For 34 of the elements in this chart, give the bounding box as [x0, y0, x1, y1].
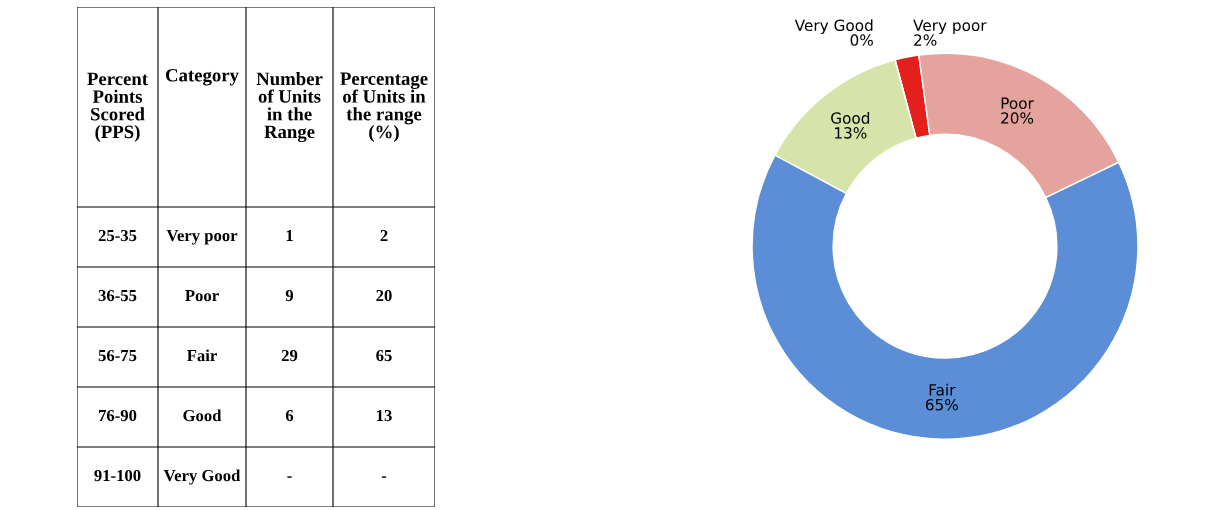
text: 65 — [376, 349, 392, 362]
text: 2 — [380, 229, 388, 242]
data-label: 20% — [1001, 112, 1034, 124]
text: 29 — [281, 349, 298, 362]
text: Good — [183, 409, 222, 422]
text: 36-55 — [98, 289, 137, 302]
data-label: 13% — [835, 127, 867, 139]
data-label: 65% — [925, 398, 958, 411]
data-label: 2% — [914, 34, 937, 46]
text: - — [287, 476, 292, 478]
text: 13 — [377, 409, 392, 422]
text: Fair — [187, 349, 217, 362]
text: 25-35 — [98, 229, 137, 242]
text: 76-90 — [99, 409, 137, 422]
text: 0% — [850, 34, 873, 46]
text: 20 — [376, 289, 392, 302]
category-label: Percent Points Scored (PPS) — [87, 72, 148, 142]
text: 1 — [286, 230, 293, 242]
category-label: Category — [165, 68, 239, 86]
slice-label: Very poor — [913, 19, 987, 35]
text: Very poor — [166, 230, 238, 245]
text: 6 — [285, 409, 294, 422]
text: Very Good — [163, 469, 241, 485]
text: - — [381, 476, 387, 478]
category-label: Percentage of Units in the range (%) — [340, 72, 428, 143]
text: 9 — [285, 289, 294, 302]
category-label: Number of Units in the Range — [256, 71, 323, 143]
text: Poor — [185, 290, 219, 302]
text: 91-100 — [94, 469, 141, 482]
slice-label: Poor — [1001, 97, 1034, 109]
category-label: Very Good — [794, 19, 873, 35]
text: 56-75 — [98, 349, 137, 362]
slice-label: Good — [831, 112, 870, 124]
slice-label: Fair — [929, 383, 956, 396]
